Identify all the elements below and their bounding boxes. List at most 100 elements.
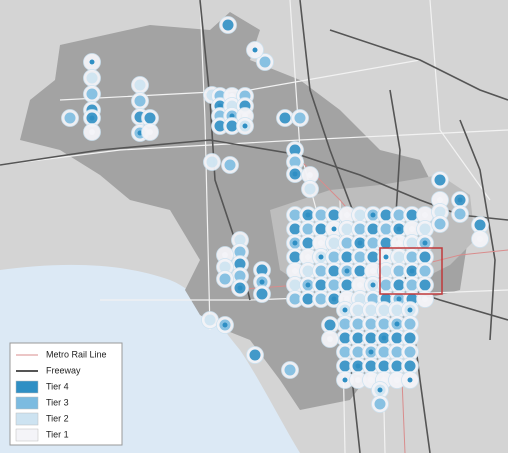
- zone-core: [437, 197, 443, 203]
- zone-core: [224, 159, 236, 171]
- zone-center: [368, 349, 374, 355]
- zone-core: [305, 254, 311, 260]
- zone-core: [404, 346, 416, 358]
- zone-center: [89, 115, 95, 121]
- zone-core: [204, 314, 216, 326]
- zone-core: [378, 360, 390, 372]
- zone-center: [252, 47, 258, 53]
- zone-core: [404, 318, 416, 330]
- zone-center: [370, 212, 376, 218]
- zone-core: [406, 279, 418, 291]
- zone-core: [259, 56, 271, 68]
- zone-core: [365, 304, 377, 316]
- zone-core: [234, 246, 246, 258]
- zone-core: [256, 288, 268, 300]
- zone-core: [64, 112, 76, 124]
- zone-center: [259, 279, 265, 285]
- zone-core: [328, 279, 340, 291]
- zone-core: [315, 279, 327, 291]
- zone-center: [357, 240, 363, 246]
- zone-core: [214, 120, 226, 132]
- zone-core: [391, 360, 403, 372]
- zone-core: [354, 251, 366, 263]
- zone-core: [341, 223, 353, 235]
- downtown-highlight: [379, 247, 443, 295]
- zone-center: [409, 268, 415, 274]
- legend-swatch: [15, 412, 39, 426]
- zone-center: [331, 296, 337, 302]
- zone-core: [307, 172, 313, 178]
- zone-center: [396, 226, 402, 232]
- zone-core: [302, 237, 314, 249]
- zone-core: [341, 237, 353, 249]
- zone-core: [289, 156, 301, 168]
- zone-core: [365, 360, 377, 372]
- zone-center: [407, 377, 413, 383]
- zone-core: [339, 360, 351, 372]
- zone-core: [354, 209, 366, 221]
- zone-core: [352, 332, 364, 344]
- zone-center: [394, 321, 400, 327]
- zone-core: [374, 398, 386, 410]
- zone-center: [89, 59, 95, 65]
- zone-core: [339, 346, 351, 358]
- zone-core: [380, 265, 392, 277]
- zone-center: [292, 171, 298, 177]
- zone-core: [328, 237, 340, 249]
- zone-core: [404, 332, 416, 344]
- zone-core: [367, 223, 379, 235]
- zone-core: [454, 208, 466, 220]
- zone-core: [365, 332, 377, 344]
- zone-core: [378, 304, 390, 316]
- zone-core: [380, 279, 392, 291]
- zone-core: [406, 209, 418, 221]
- zone-core: [393, 279, 405, 291]
- zone-center: [242, 123, 248, 129]
- zone-core: [304, 183, 316, 195]
- zone-core: [354, 223, 366, 235]
- zone-core: [289, 293, 301, 305]
- zone-core: [328, 251, 340, 263]
- zone-center: [331, 226, 337, 232]
- zone-core: [370, 268, 376, 274]
- zone-center: [292, 240, 298, 246]
- zone-core: [357, 282, 363, 288]
- zone-core: [289, 144, 301, 156]
- zone-core: [234, 258, 246, 270]
- zone-core: [302, 223, 314, 235]
- zone-center: [457, 197, 463, 203]
- zone-core: [409, 226, 415, 232]
- zone-core: [341, 279, 353, 291]
- zone-core: [206, 156, 218, 168]
- zone-core: [134, 95, 146, 107]
- zone-core: [86, 88, 98, 100]
- zone-core: [367, 237, 379, 249]
- zone-core: [315, 223, 327, 235]
- zone-core: [393, 209, 405, 221]
- zone-core: [294, 112, 306, 124]
- zone-core: [328, 265, 340, 277]
- zone-core: [147, 129, 153, 135]
- zone-core: [419, 265, 431, 277]
- legend-label: Tier 1: [46, 429, 69, 439]
- legend-label: Metro Rail Line: [46, 349, 107, 359]
- zone-core: [289, 279, 301, 291]
- zone-core: [422, 296, 428, 302]
- zone-core: [249, 349, 261, 361]
- zone-core: [344, 212, 350, 218]
- zone-center: [342, 377, 348, 383]
- zone-core: [234, 234, 246, 246]
- zone-core: [434, 218, 446, 230]
- zone-core: [365, 318, 377, 330]
- legend-label: Tier 4: [46, 381, 69, 391]
- zone-center: [396, 296, 402, 302]
- zone-center: [305, 282, 311, 288]
- zone-center: [383, 254, 389, 260]
- zone-core: [289, 251, 301, 263]
- legend-items: Metro Rail Line Freeway Tier 4 Tier 3 Tier 2…: [15, 349, 107, 442]
- zone-core: [315, 293, 327, 305]
- zone-core: [284, 364, 296, 376]
- zone-core: [302, 265, 314, 277]
- zone-center: [237, 285, 243, 291]
- zone-core: [86, 72, 98, 84]
